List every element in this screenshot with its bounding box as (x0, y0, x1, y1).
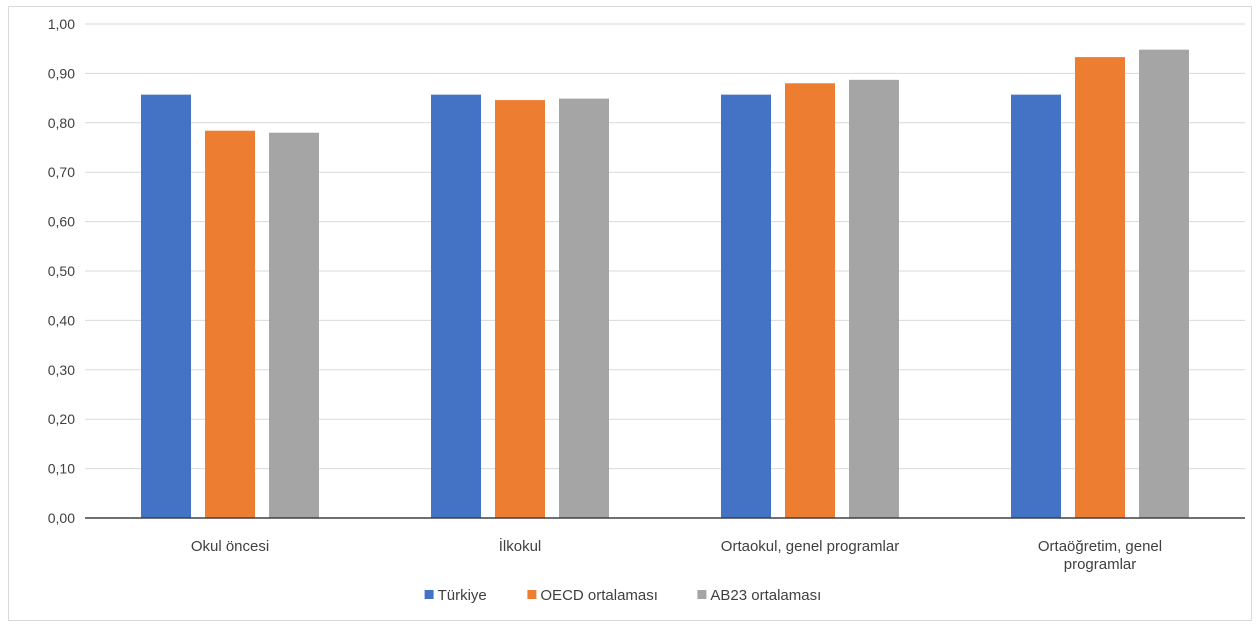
legend-swatch (424, 590, 434, 599)
bar (559, 98, 609, 519)
x-tick-label: Okul öncesi (191, 538, 269, 555)
y-tick-label: 0,90 (48, 65, 75, 81)
legend-label: Türkiye (438, 587, 487, 604)
x-tick-label: Ortaokul, genel programlar (721, 538, 899, 555)
legend-label: OECD ortalaması (540, 587, 658, 604)
gridlines (85, 23, 1245, 470)
y-tick-label: 0,10 (48, 461, 75, 477)
bar (849, 79, 899, 519)
bar (1139, 49, 1189, 519)
legend-swatch (527, 590, 537, 599)
x-tick-label: programlar (1064, 556, 1137, 573)
bars (141, 49, 1189, 519)
y-tick-label: 0,70 (48, 164, 75, 180)
y-tick-label: 0,00 (48, 510, 75, 526)
legend-label: AB23 ortalaması (710, 587, 821, 604)
x-tick-label: İlkokul (499, 537, 542, 555)
bar (269, 132, 319, 518)
y-tick-label: 0,30 (48, 362, 75, 378)
bar (1011, 94, 1061, 518)
chart-frame: 0,00 0,10 0,20 0,30 0,40 0,50 0,60 0,70 0,80 0,90… (8, 6, 1252, 621)
bar-chart: 0,00 0,10 0,20 0,30 0,40 0,50 0,60 0,70 0,80 0,90… (48, 16, 1245, 604)
y-tick-label: 0,60 (48, 214, 75, 230)
bar (495, 100, 545, 519)
y-axis-ticks: 0,00 0,10 0,20 0,30 0,40 0,50 0,60 0,70 0,80 0,90… (48, 16, 75, 526)
bar (431, 94, 481, 518)
y-tick-label: 0,40 (48, 312, 75, 328)
bar (1075, 57, 1125, 519)
bar (141, 94, 191, 518)
x-tick-label: Ortaöğretim, genel (1038, 538, 1162, 555)
legend-swatch (697, 590, 707, 599)
bar (785, 83, 835, 518)
y-tick-label: 0,80 (48, 115, 75, 131)
bar (721, 94, 771, 518)
legend: Türkiye OECD ortalaması AB23 ortalaması (424, 587, 821, 604)
y-tick-label: 0,50 (48, 263, 75, 279)
y-tick-label: 0,20 (48, 411, 75, 427)
x-axis-labels: Okul öncesi İlkokul Ortaokul, genel progra… (191, 537, 1162, 573)
bar (205, 130, 255, 518)
y-tick-label: 1,00 (48, 16, 75, 32)
